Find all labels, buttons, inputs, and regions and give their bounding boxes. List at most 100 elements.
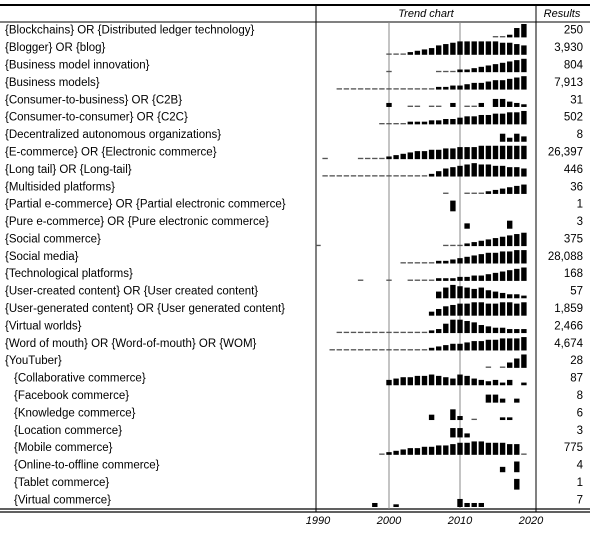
trend-bar [457, 276, 463, 281]
trend-bar [521, 104, 527, 107]
trend-bar [421, 151, 428, 160]
trend-bar [450, 85, 456, 90]
trend-bar [386, 156, 392, 160]
trend-bar [471, 105, 477, 107]
trend-bar [414, 448, 421, 455]
trend-bar [514, 234, 520, 247]
trend-bar [400, 331, 406, 334]
trend-bar [471, 378, 477, 386]
trend-bar [350, 349, 357, 351]
trend-bar [421, 375, 428, 386]
trend-bar [386, 175, 392, 177]
trend-bar [372, 349, 378, 351]
trend-bar [485, 366, 492, 368]
trend-bar [499, 145, 506, 160]
trend-bar [386, 123, 392, 125]
trend-bar [521, 354, 527, 368]
trend-bar [507, 220, 513, 229]
trend-bar [443, 168, 449, 177]
trend-bar [507, 42, 513, 55]
trend-bar [521, 337, 527, 351]
trend-bar [499, 466, 506, 473]
trend-bar [393, 53, 399, 55]
trend-bar [514, 185, 520, 194]
trend-bar [436, 291, 442, 299]
trend-bar [407, 448, 413, 455]
trend-bar [464, 342, 470, 351]
row-results: 87 [570, 373, 583, 385]
trend-bar [386, 331, 392, 334]
trend-bar [507, 78, 513, 90]
trend-bar [521, 302, 527, 316]
row-label: {Tablet commerce} [14, 477, 109, 489]
trend-bar [443, 148, 449, 160]
trend-bar [478, 82, 484, 90]
trend-bar [485, 303, 492, 316]
axis-tick-label: 2010 [447, 515, 473, 527]
trend-bar [428, 105, 435, 107]
trend-bar [492, 238, 499, 247]
trend-bar [450, 304, 456, 316]
trend-bar [443, 44, 449, 55]
trend-bar [499, 165, 506, 177]
row-results: 31 [570, 94, 583, 106]
trend-bar [400, 349, 406, 351]
trend-bar [400, 153, 406, 160]
trend-bar [471, 288, 477, 299]
trend-bar [464, 375, 470, 386]
trend-bar [507, 235, 513, 247]
trend-bar [357, 331, 364, 334]
trend-bar [436, 445, 442, 455]
trend-bar [393, 155, 399, 160]
trend-bar [436, 278, 442, 281]
trend-bar [485, 145, 492, 160]
trend-bar [436, 171, 442, 177]
trend-bar [428, 330, 435, 334]
trend-bar [457, 41, 463, 55]
trend-bar [407, 262, 413, 264]
trend-bar [414, 262, 421, 264]
trend-bar [386, 379, 392, 386]
row-label: {Mobile commerce} [14, 442, 113, 454]
row-results: 7 [577, 494, 583, 506]
trend-bar [386, 70, 392, 73]
header-results: Results [544, 8, 581, 20]
trend-bar [457, 258, 463, 264]
trend-bar [499, 188, 506, 194]
trend-bar [428, 347, 435, 351]
row-results: 28 [570, 355, 583, 367]
trend-bar [436, 149, 442, 160]
row-results: 57 [570, 286, 583, 298]
trend-bar [421, 349, 428, 351]
trend-bar [521, 24, 527, 38]
trend-bar [365, 331, 371, 334]
trend-bar [521, 295, 527, 299]
trend-bar [499, 36, 506, 38]
trend-bar [450, 409, 456, 421]
trend-bar [428, 149, 435, 160]
trend-bar [421, 331, 428, 334]
trend-bar [499, 398, 506, 403]
trend-bar [336, 175, 342, 177]
row-label: {Blogger} OR {blog} [5, 42, 106, 54]
trend-bar [457, 117, 463, 125]
trend-bar [400, 88, 406, 90]
trend-bar [499, 366, 506, 368]
axis-tick-label: 2020 [518, 515, 544, 527]
trend-bar [521, 453, 527, 455]
trend-bar [393, 450, 399, 455]
row-results: 804 [564, 60, 584, 72]
trend-bar [478, 502, 484, 507]
trend-bar [407, 152, 413, 160]
trend-bar [507, 251, 513, 264]
trend-bar [357, 88, 364, 90]
trend-bar [457, 319, 463, 334]
trend-bar [485, 252, 492, 264]
trend-bar [492, 379, 499, 386]
row-results: 775 [564, 442, 583, 454]
trend-bar [507, 294, 513, 299]
trend-bar [514, 112, 520, 125]
trend-bar [464, 287, 470, 299]
trend-bar [407, 377, 413, 386]
trend-bar [386, 279, 392, 281]
